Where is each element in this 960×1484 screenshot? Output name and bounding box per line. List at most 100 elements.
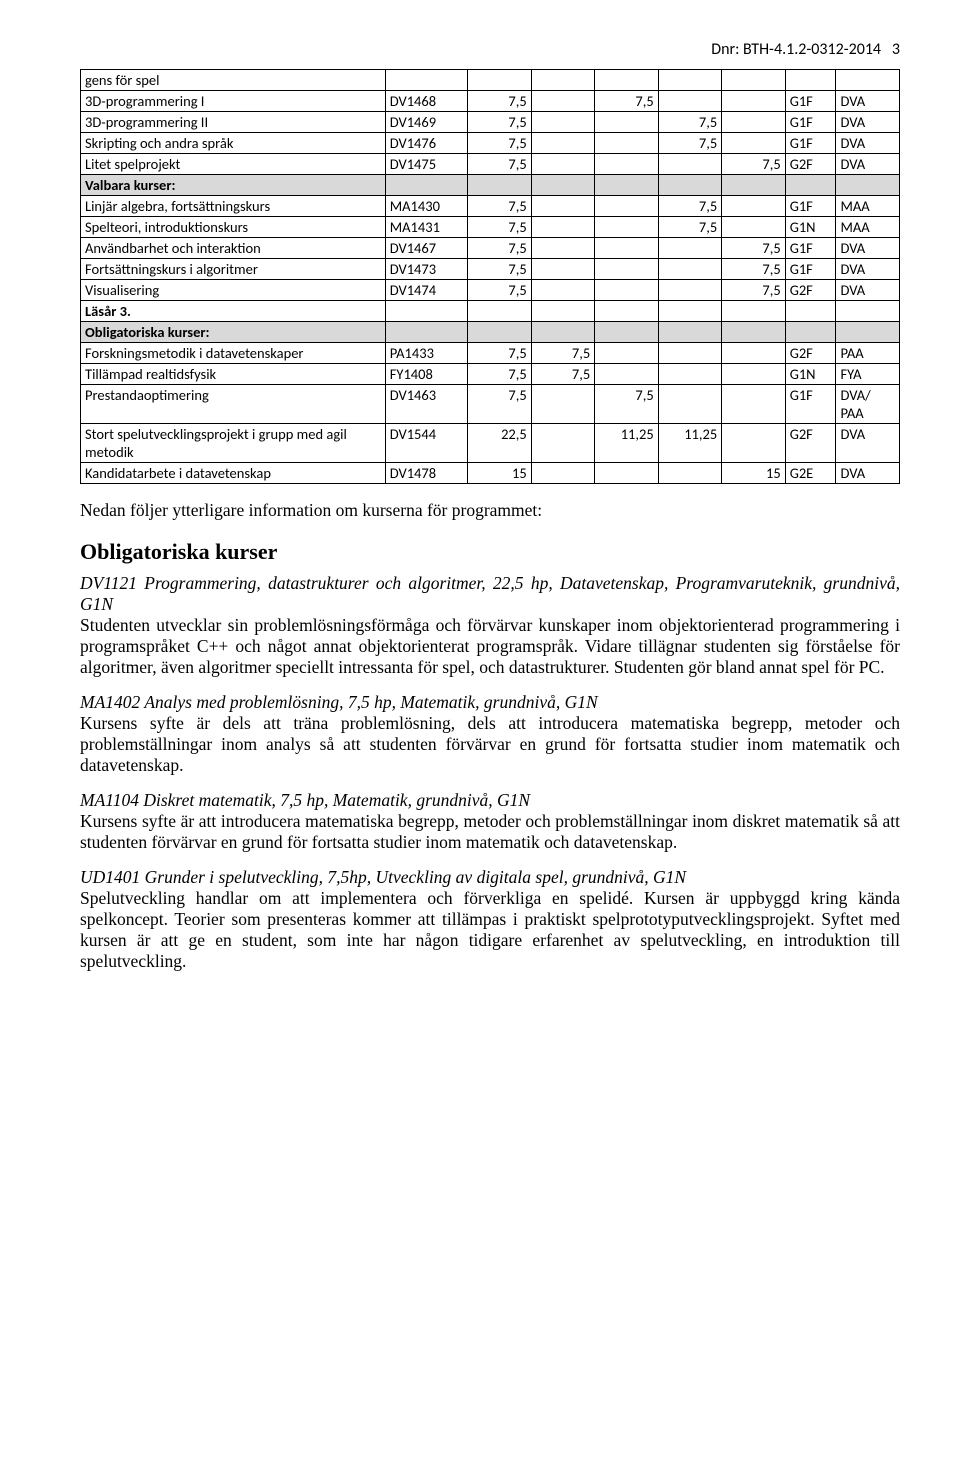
cell-c5 [722, 301, 785, 322]
cell-c1 [468, 175, 531, 196]
cell-name: Läsår 3. [81, 301, 386, 322]
cell-lvl: G2F [785, 343, 836, 364]
cell-name: Prestandaoptimering [81, 385, 386, 424]
cell-lvl: G2F [785, 280, 836, 301]
cell-code: DV1467 [385, 238, 468, 259]
table-row: Skripting och andra språkDV14767,57,5G1F… [81, 133, 900, 154]
cell-c4 [658, 280, 721, 301]
table-row: Användbarhet och interaktionDV14677,57,5… [81, 238, 900, 259]
cell-c3 [595, 238, 658, 259]
cell-c2 [531, 70, 594, 91]
cell-lvl [785, 301, 836, 322]
course-p2-title: MA1402 Analys med problemlösning, 7,5 hp… [80, 692, 598, 712]
cell-area [836, 175, 900, 196]
cell-lvl [785, 322, 836, 343]
cell-c5 [722, 175, 785, 196]
table-row: 3D-programmering IIDV14697,57,5G1FDVA [81, 112, 900, 133]
cell-code: MA1430 [385, 196, 468, 217]
intro-paragraph: Nedan följer ytterligare information om … [80, 500, 900, 521]
course-p2: MA1402 Analys med problemlösning, 7,5 hp… [80, 692, 900, 776]
cell-code: DV1476 [385, 133, 468, 154]
cell-lvl: G2F [785, 424, 836, 463]
table-row: Spelteori, introduktionskursMA14317,57,5… [81, 217, 900, 238]
cell-c2: 7,5 [531, 364, 594, 385]
cell-area [836, 70, 900, 91]
table-row: Tillämpad realtidsfysikFY14087,57,5G1NFY… [81, 364, 900, 385]
cell-c2 [531, 175, 594, 196]
cell-c5 [722, 322, 785, 343]
cell-c2 [531, 463, 594, 484]
cell-code: DV1469 [385, 112, 468, 133]
cell-c5 [722, 133, 785, 154]
cell-c3 [595, 133, 658, 154]
cell-code [385, 322, 468, 343]
cell-c2 [531, 196, 594, 217]
cell-name: Linjär algebra, fortsättningskurs [81, 196, 386, 217]
table-row: Linjär algebra, fortsättningskursMA1430 7… [81, 196, 900, 217]
course-p1: DV1121 Programmering, datastrukturer och… [80, 573, 900, 678]
cell-c2 [531, 424, 594, 463]
cell-c5 [722, 343, 785, 364]
cell-c3: 7,5 [595, 91, 658, 112]
cell-c2 [531, 385, 594, 424]
cell-c4: 11,25 [658, 424, 721, 463]
cell-c5 [722, 91, 785, 112]
cell-c4 [658, 364, 721, 385]
cell-c4: 7,5 [658, 133, 721, 154]
cell-lvl [785, 70, 836, 91]
cell-c5: 7,5 [722, 238, 785, 259]
cell-name: Tillämpad realtidsfysik [81, 364, 386, 385]
cell-c5 [722, 424, 785, 463]
cell-c3 [595, 112, 658, 133]
cell-c2 [531, 91, 594, 112]
cell-c4 [658, 259, 721, 280]
cell-name: Obligatoriska kurser: [81, 322, 386, 343]
cell-c2 [531, 238, 594, 259]
cell-c4 [658, 385, 721, 424]
cell-lvl: G1F [785, 196, 836, 217]
cell-area: DVA [836, 112, 900, 133]
cell-c2 [531, 259, 594, 280]
cell-name: Stort spelutvecklingsprojekt i grupp med… [81, 424, 386, 463]
cell-c2 [531, 322, 594, 343]
cell-lvl: G1F [785, 385, 836, 424]
cell-c1: 7,5 [468, 112, 531, 133]
table-row: VisualiseringDV14747,57,5G2FDVA [81, 280, 900, 301]
cell-c3 [595, 175, 658, 196]
cell-area [836, 301, 900, 322]
cell-c2 [531, 133, 594, 154]
cell-c1: 7,5 [468, 154, 531, 175]
cell-lvl: G2F [785, 154, 836, 175]
courses-table: gens för spel3D-programmering IDV14687,5… [80, 69, 900, 484]
cell-code [385, 301, 468, 322]
body-text: Nedan följer ytterligare information om … [80, 500, 900, 972]
cell-c3: 7,5 [595, 385, 658, 424]
course-p3-title: MA1104 Diskret matematik, 7,5 hp, Matema… [80, 790, 530, 810]
course-p3: MA1104 Diskret matematik, 7,5 hp, Matema… [80, 790, 900, 853]
cell-c3 [595, 70, 658, 91]
cell-area: DVA [836, 238, 900, 259]
cell-code: MA1431 [385, 217, 468, 238]
cell-c5: 7,5 [722, 280, 785, 301]
cell-area: DVA [836, 424, 900, 463]
cell-code: DV1544 [385, 424, 468, 463]
cell-c3 [595, 463, 658, 484]
course-p3-body: Kursens syfte är att introducera matemat… [80, 811, 900, 852]
course-p4: UD1401 Grunder i spelutveckling, 7,5hp, … [80, 867, 900, 972]
cell-name: Skripting och andra språk [81, 133, 386, 154]
cell-c4: 7,5 [658, 196, 721, 217]
cell-c4 [658, 238, 721, 259]
cell-c4 [658, 322, 721, 343]
cell-code: DV1478 [385, 463, 468, 484]
page-number: 3 [892, 40, 900, 59]
cell-name: 3D-programmering II [81, 112, 386, 133]
cell-c3 [595, 154, 658, 175]
cell-c1: 22,5 [468, 424, 531, 463]
cell-name: Fortsättningskurs i algoritmer [81, 259, 386, 280]
table-row: Läsår 3. [81, 301, 900, 322]
cell-c1: 7,5 [468, 259, 531, 280]
cell-name: Valbara kurser: [81, 175, 386, 196]
cell-c5: 15 [722, 463, 785, 484]
cell-c1: 7,5 [468, 343, 531, 364]
cell-area: FYA [836, 364, 900, 385]
